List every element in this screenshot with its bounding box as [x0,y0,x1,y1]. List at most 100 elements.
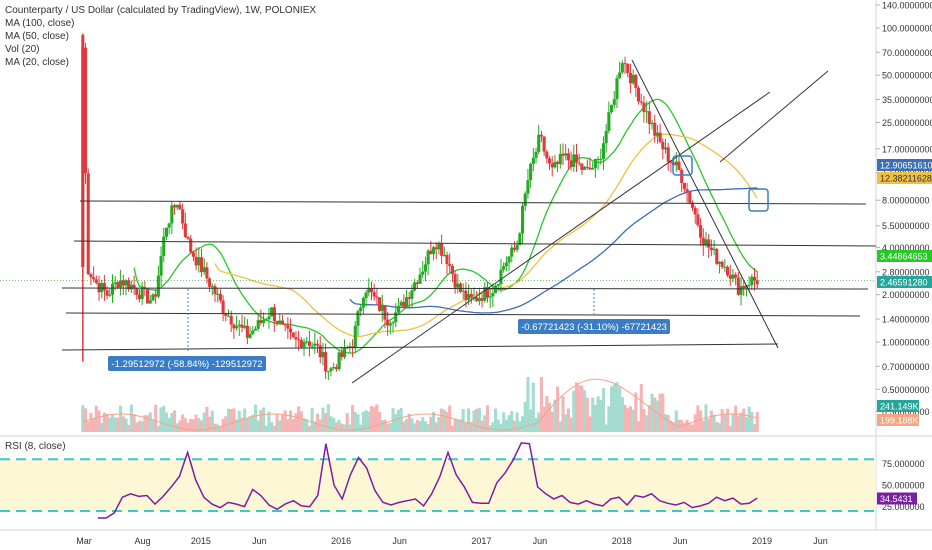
volume-bar [431,411,436,432]
candle-up [197,257,201,266]
volume-bar [264,425,268,432]
candle-down [89,274,93,278]
volume-bar [537,412,541,432]
volume-bar [108,417,112,432]
volume-bar [383,419,387,432]
candle-down [585,166,589,168]
volume-bar [539,377,543,432]
candle-up [456,283,460,288]
volume-bar [464,423,468,432]
volume-bar [701,420,705,432]
price-tick-label: 2.00000000 [882,290,930,300]
volume-bar [423,421,427,432]
candle-down [154,294,158,297]
candle-up [534,151,538,158]
volume-bar [507,415,511,432]
price-tick-label: 5.50000000 [882,221,930,231]
candle-down [464,290,468,300]
volume-bar [178,420,182,432]
volume-bar [628,406,632,432]
candle-up [113,282,117,284]
candle-down [707,239,711,248]
volume-bar [650,393,654,432]
candle-up [410,290,414,299]
volume-bar [353,412,357,432]
volume-bar [270,421,274,432]
volume-bar [531,382,535,432]
candle-down [661,141,665,150]
volume-bar [485,405,490,432]
candle-down [547,158,552,164]
volume-bar [642,409,646,432]
candle-down [720,261,724,267]
candle-up [364,292,368,299]
volume-bar [132,414,136,432]
candle-down [102,283,106,291]
candle-up [488,296,492,298]
volume-bar [359,424,363,432]
candle-up [202,267,206,273]
price-tick-label: 8.00000000 [882,196,930,206]
volume-bar [183,418,187,432]
candle-down [213,286,217,295]
candle-up [394,312,398,323]
volume-bar [620,397,624,432]
candle-up [655,132,659,136]
volume-bar [334,422,338,432]
volume-bar [326,404,330,432]
candle-down [450,265,454,275]
candle-down [688,191,692,203]
volume-bar [351,405,355,432]
candle-down [146,289,150,304]
volume-bar [262,407,266,432]
volume-bar [510,411,514,432]
volume-bar [645,415,649,432]
candle-up [210,286,214,288]
candle-down [647,111,651,125]
volume-bar [472,410,476,432]
price-badge [877,250,932,262]
volume-bar [458,419,463,432]
volume-bar [599,399,603,432]
grid [0,0,932,531]
volume-bar [307,425,311,432]
candle-up [162,236,166,257]
candle-down [485,287,490,298]
legend-ma50[interactable]: MA (50, close) [5,31,69,42]
volume-bar [378,411,382,432]
volume-bar [742,408,746,432]
horizontal-level-line [61,287,869,290]
rsi-badge-label: 34.5431 [880,494,913,504]
ma20-line [133,98,758,354]
volume-bars [81,376,759,432]
volume-bar [547,402,552,432]
candle-down [294,337,298,340]
volume-bar [607,406,611,432]
legend-vol[interactable]: Vol (20) [5,44,40,55]
volume-bar [172,410,177,432]
candle-up [663,147,668,150]
volume-bar [299,411,303,432]
volume-bar [216,424,220,432]
volume-bar [399,408,403,432]
volume-bar [189,418,193,432]
candle-down [480,298,484,301]
candle-down [172,205,177,208]
candle-up [129,284,133,290]
volume-bar [564,414,568,432]
volume-bar [750,411,754,432]
volume-bar [529,409,533,432]
volume-bar [467,408,471,432]
rsi-legend[interactable]: RSI (8, close) [5,441,66,452]
candle-down [755,280,759,285]
legend-ma20[interactable]: MA (20, close) [5,57,69,68]
volume-bar [288,410,293,432]
volume-bar [283,410,287,432]
volume-bar [747,406,751,432]
volume-bar [367,411,371,432]
candle-up [167,223,171,228]
candle-down [105,290,109,296]
candle-up [572,154,576,167]
legend-ma100[interactable]: MA (100, close) [5,18,75,29]
